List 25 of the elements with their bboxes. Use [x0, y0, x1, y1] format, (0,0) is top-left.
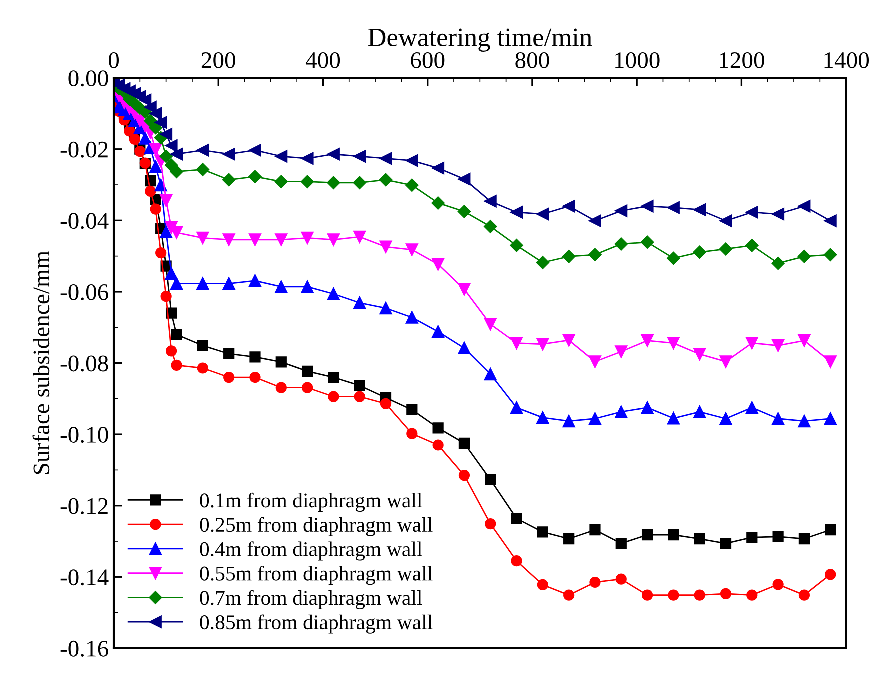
legend-label: 0.1m from diaphragm wall [200, 492, 422, 512]
y-tick-label: -0.08 [60, 356, 108, 372]
y-tick-label: -0.14 [60, 570, 109, 586]
y-tick-label: -0.06 [60, 284, 108, 300]
x-tick-label: 0 [109, 52, 120, 68]
x-tick-label: 1400 [824, 52, 870, 68]
x-tick-label: 600 [411, 52, 445, 68]
legend-label: 0.55m from diaphragm wall [200, 566, 433, 586]
y-tick-label: 0.00 [68, 70, 108, 87]
legend-label: 0.7m from diaphragm wall [200, 590, 422, 610]
x-axis-title: Dewatering time/min [368, 28, 592, 52]
y-axis-title: Surface subsidence/mm [32, 251, 50, 474]
legend-label: 0.4m from diaphragm wall [200, 542, 422, 561]
y-tick-label: -0.16 [60, 640, 108, 657]
x-tick-label: 800 [516, 52, 550, 68]
y-tick-label: -0.12 [60, 498, 108, 514]
y-tick-label: -0.04 [60, 213, 109, 230]
y-tick-label: -0.02 [60, 142, 108, 158]
x-tick-label: 400 [306, 52, 340, 68]
x-tick-label: 1200 [720, 52, 764, 68]
x-tick-label: 1000 [616, 52, 660, 68]
legend-label: 0.85m from diaphragm wall [200, 614, 433, 634]
y-tick-label: -0.10 [60, 427, 108, 444]
legend-label: 0.25m from diaphragm wall [200, 517, 433, 536]
x-tick-label: 200 [202, 52, 236, 68]
